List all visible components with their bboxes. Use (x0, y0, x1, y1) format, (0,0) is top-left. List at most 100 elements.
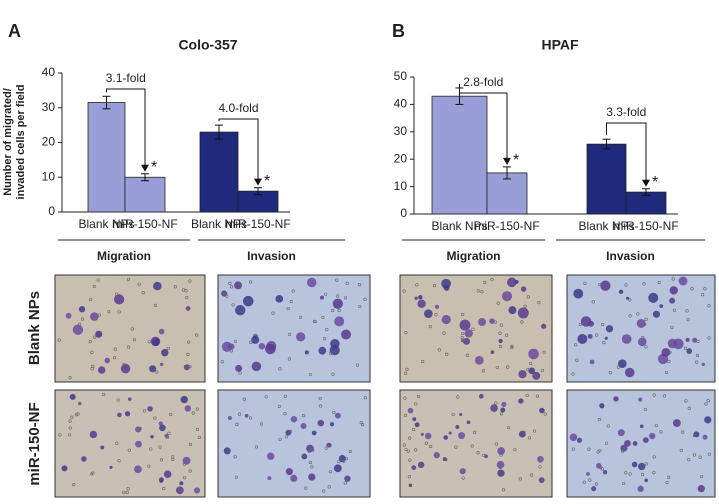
pore (628, 298, 632, 302)
pore (505, 333, 509, 337)
pore (494, 442, 498, 446)
pore (481, 369, 486, 373)
bar (124, 176, 166, 213)
y-tick-label: 40 (42, 65, 56, 79)
cell (701, 362, 705, 367)
pore (308, 460, 313, 465)
pore (318, 404, 323, 408)
pore (337, 308, 341, 313)
cell (587, 333, 593, 339)
error-bar (102, 95, 111, 110)
pore (74, 413, 78, 417)
pore (664, 370, 669, 374)
y-tick-label: 30 (394, 124, 408, 138)
cell (267, 476, 272, 480)
cell (90, 312, 99, 321)
pore (233, 339, 238, 343)
pore (662, 394, 667, 398)
cell (418, 295, 423, 300)
pore (278, 367, 282, 371)
pore (127, 448, 131, 452)
pore (659, 430, 663, 434)
pore (414, 448, 418, 452)
cell (344, 475, 351, 482)
cell (636, 318, 646, 328)
pore (707, 336, 711, 340)
cell (448, 431, 452, 435)
pore (696, 339, 700, 343)
pore (277, 404, 281, 409)
pore (657, 280, 661, 285)
pore (692, 453, 697, 457)
fold-annotation: 2.8-fold (463, 75, 503, 89)
significance: * (513, 152, 519, 169)
cell (458, 432, 466, 440)
pore (518, 477, 522, 481)
cell (604, 336, 608, 340)
pore (80, 317, 85, 321)
pore (695, 360, 699, 364)
cell (318, 346, 327, 355)
pore (403, 396, 407, 400)
cell (686, 348, 693, 354)
pore (165, 435, 170, 439)
pore (308, 372, 312, 377)
pore (318, 396, 322, 401)
cell (65, 312, 72, 319)
pore (238, 282, 242, 286)
pore (58, 433, 62, 437)
cell (624, 439, 631, 447)
pore (331, 308, 335, 313)
micrograph-bg (217, 274, 371, 383)
pore (687, 458, 691, 462)
cell (648, 292, 659, 303)
pore (542, 350, 546, 354)
cell (81, 456, 87, 462)
cell (464, 329, 473, 338)
pore (483, 280, 487, 284)
cell (408, 483, 413, 488)
cell (234, 281, 242, 290)
micrograph-bg (399, 389, 553, 498)
pore (460, 336, 464, 340)
cell (528, 367, 536, 375)
pore (498, 344, 502, 349)
pore (310, 465, 314, 469)
cell (624, 367, 635, 378)
pore (466, 353, 470, 357)
fold-bracket (606, 122, 647, 181)
pore (461, 312, 465, 317)
pore (402, 443, 406, 447)
x-tick-label: Blank NPs (431, 219, 487, 233)
fold-annotation: 3.1-fold (106, 71, 146, 85)
cell (672, 338, 684, 350)
cell (586, 472, 590, 476)
error-bar (503, 166, 511, 180)
pore (520, 320, 524, 324)
cell (613, 396, 619, 402)
pore (683, 346, 688, 350)
cell (185, 306, 191, 311)
pore (271, 311, 275, 315)
pore (259, 422, 264, 426)
cell (164, 433, 169, 438)
pore (126, 487, 130, 491)
x-tick-label: miR-150-NF (112, 217, 177, 231)
pore (195, 407, 199, 411)
cell (596, 463, 602, 469)
cell (625, 296, 630, 300)
pore (291, 289, 295, 293)
pore (256, 362, 260, 366)
pore (68, 419, 72, 423)
group-label: Invasion (247, 249, 296, 263)
pore (312, 319, 317, 323)
pore (591, 300, 595, 304)
pore (195, 427, 200, 432)
cell (591, 486, 597, 492)
image-row-label: Blank NPs (26, 291, 43, 365)
pore (288, 429, 293, 433)
pore (331, 372, 335, 376)
pore (526, 295, 530, 299)
cell (296, 332, 306, 342)
cell (265, 343, 276, 355)
